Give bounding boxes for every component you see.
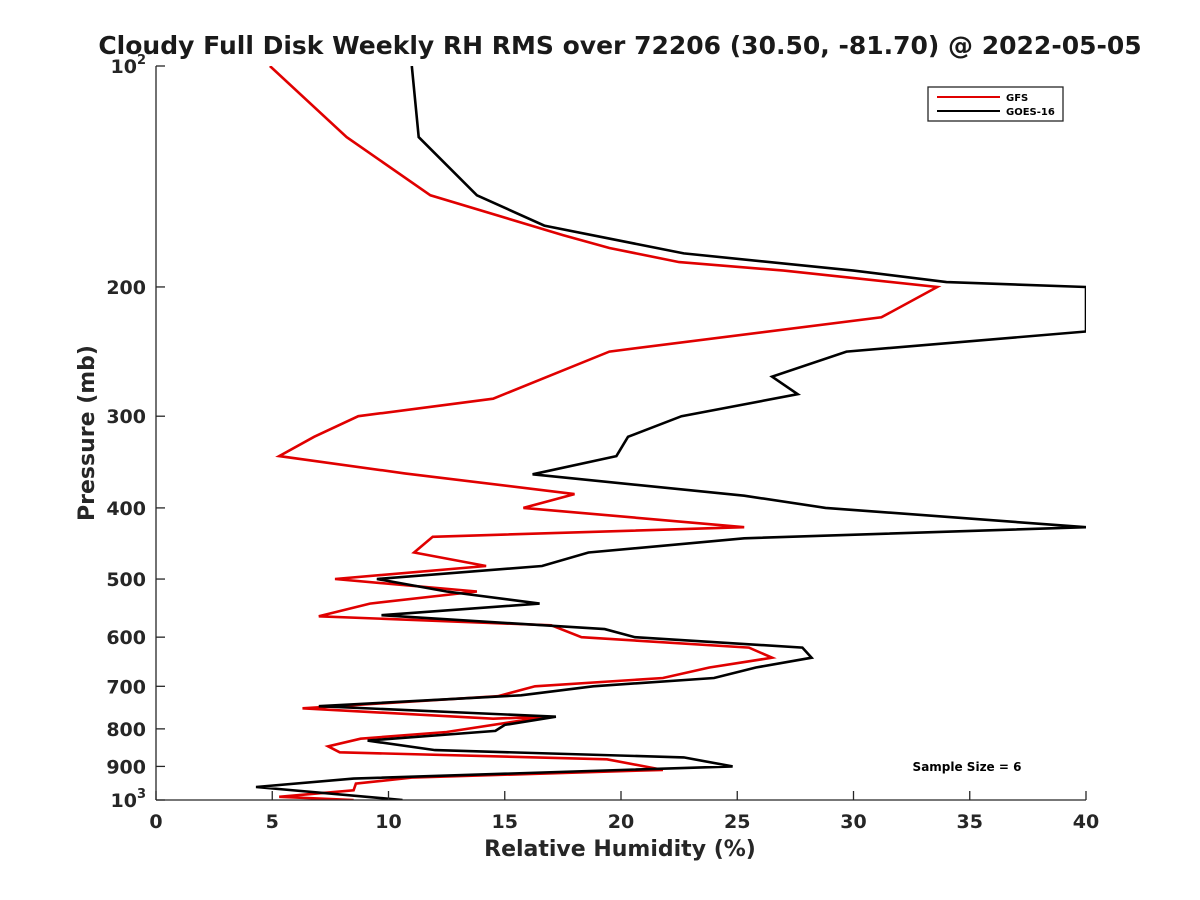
- legend: GFS GOES-16: [927, 86, 1064, 122]
- x-tick-label: 5: [266, 811, 279, 833]
- legend-box: [927, 86, 1064, 122]
- y-tick-label: 200: [106, 277, 146, 299]
- x-tick-label: 40: [1073, 811, 1099, 833]
- series-line-goes16: [255, 66, 1086, 800]
- y-tick-label: 500: [106, 569, 146, 591]
- axes-layer: [155, 66, 1086, 801]
- x-axis-label: Relative Humidity (%): [484, 837, 756, 862]
- ticks-layer: 0 5 10 15 20 25 30 35 40 102 200 300 400 500 600 700 800…: [106, 53, 1099, 833]
- x-tick-label: 25: [724, 811, 750, 833]
- y-axis-label: Pressure (mb): [75, 345, 100, 521]
- y-tick-label: 700: [106, 676, 146, 698]
- y-tick-label: 103: [111, 787, 147, 812]
- x-tick-label: 20: [608, 811, 634, 833]
- x-tick-label: 10: [375, 811, 401, 833]
- series-layer: [255, 66, 1086, 800]
- legend-label-gfs: GFS: [1006, 93, 1028, 104]
- legend-label-goes16: GOES-16: [1006, 107, 1055, 118]
- x-tick-label: 15: [492, 811, 518, 833]
- y-tick-label: 900: [106, 756, 146, 778]
- y-tick-label: 600: [106, 627, 146, 649]
- y-tick-label: 400: [106, 498, 146, 520]
- x-tick-label: 0: [149, 811, 162, 833]
- y-tick-label: 102: [111, 53, 147, 78]
- y-tick-label: 300: [106, 406, 146, 428]
- x-tick-label: 30: [840, 811, 866, 833]
- chart-title: Cloudy Full Disk Weekly RH RMS over 7220…: [98, 31, 1141, 60]
- y-tick-label: 800: [106, 719, 146, 741]
- sample-size-annotation: Sample Size = 6: [913, 760, 1022, 774]
- x-tick-label: 35: [957, 811, 983, 833]
- series-line-gfs: [269, 66, 942, 800]
